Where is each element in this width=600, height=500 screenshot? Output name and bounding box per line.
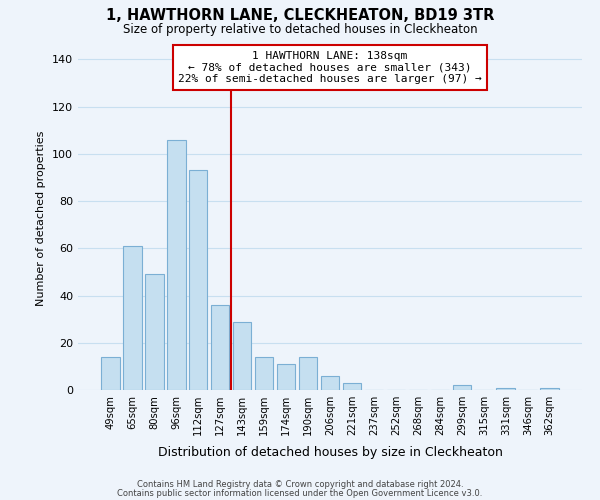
Bar bbox=[277, 364, 295, 390]
Bar bbox=[123, 246, 142, 390]
Bar bbox=[452, 386, 471, 390]
Text: 1 HAWTHORN LANE: 138sqm
← 78% of detached houses are smaller (343)
22% of semi-d: 1 HAWTHORN LANE: 138sqm ← 78% of detache… bbox=[178, 51, 482, 84]
Text: Contains HM Land Registry data © Crown copyright and database right 2024.: Contains HM Land Registry data © Crown c… bbox=[137, 480, 463, 489]
Bar bbox=[189, 170, 208, 390]
Text: 1, HAWTHORN LANE, CLECKHEATON, BD19 3TR: 1, HAWTHORN LANE, CLECKHEATON, BD19 3TR bbox=[106, 8, 494, 22]
Bar bbox=[145, 274, 164, 390]
Bar bbox=[299, 357, 317, 390]
Bar bbox=[320, 376, 340, 390]
Bar bbox=[211, 305, 229, 390]
Bar bbox=[233, 322, 251, 390]
Text: Size of property relative to detached houses in Cleckheaton: Size of property relative to detached ho… bbox=[122, 22, 478, 36]
Bar bbox=[496, 388, 515, 390]
Bar bbox=[101, 357, 119, 390]
Text: Contains public sector information licensed under the Open Government Licence v3: Contains public sector information licen… bbox=[118, 488, 482, 498]
Y-axis label: Number of detached properties: Number of detached properties bbox=[37, 131, 46, 306]
Bar bbox=[255, 357, 274, 390]
X-axis label: Distribution of detached houses by size in Cleckheaton: Distribution of detached houses by size … bbox=[158, 446, 502, 460]
Bar bbox=[343, 383, 361, 390]
Bar bbox=[167, 140, 185, 390]
Bar bbox=[541, 388, 559, 390]
